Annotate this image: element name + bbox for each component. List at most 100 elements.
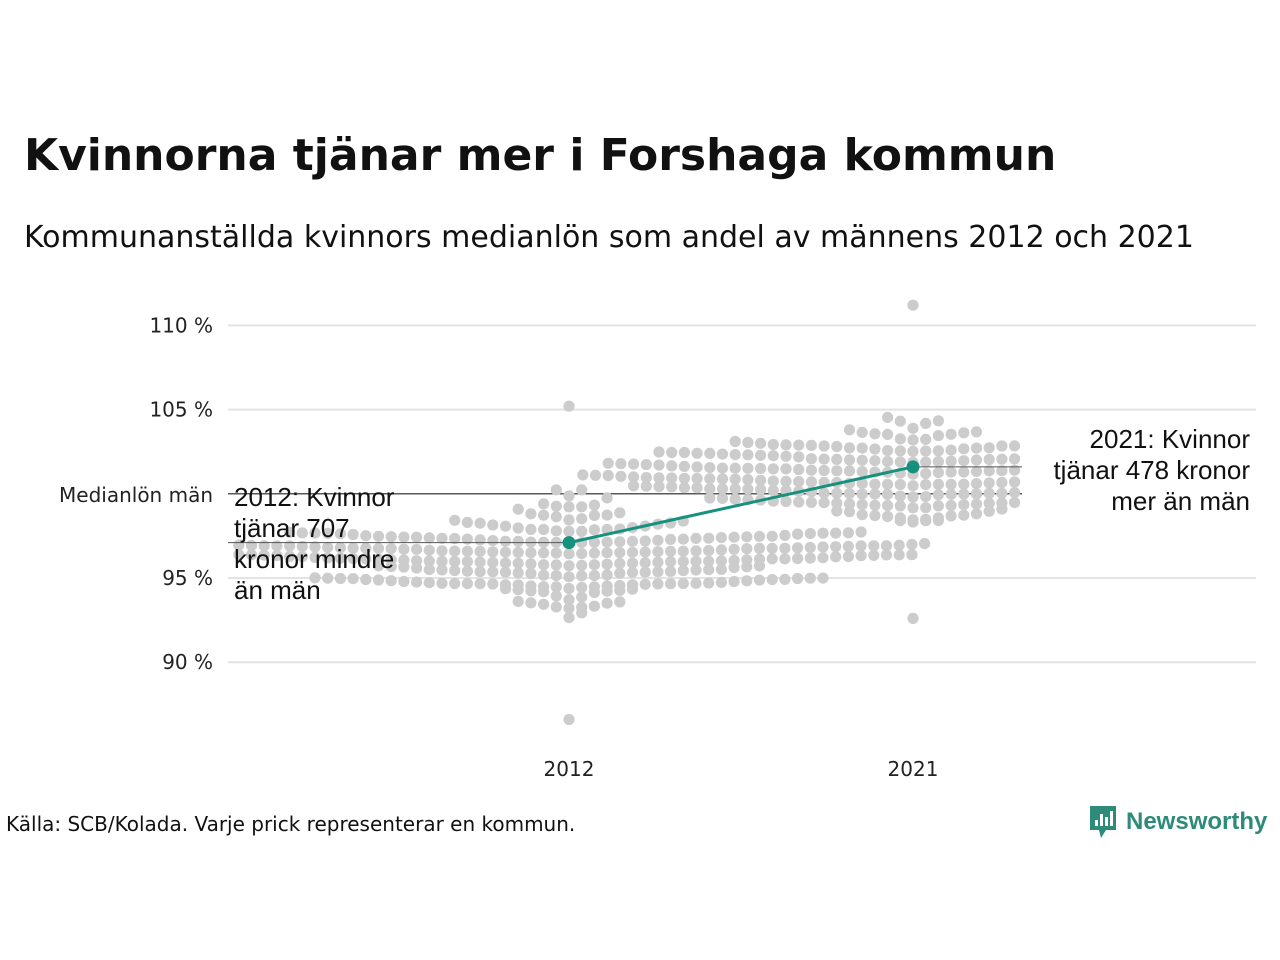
data-point (894, 433, 906, 445)
data-point (512, 584, 524, 596)
data-point (601, 585, 613, 597)
data-point (907, 491, 919, 503)
data-point (958, 455, 970, 467)
highlight-point-2012 (562, 536, 576, 550)
data-point (882, 488, 894, 500)
data-point (601, 569, 613, 581)
data-point (958, 499, 970, 511)
data-point (296, 540, 308, 553)
data-point (589, 469, 602, 481)
data-point (729, 493, 741, 505)
data-point (958, 478, 970, 490)
annotation-2012-line: än män (234, 575, 321, 605)
data-point (920, 479, 932, 491)
data-point (729, 449, 741, 461)
data-point (831, 453, 843, 465)
data-point (830, 527, 842, 539)
data-point (920, 417, 932, 429)
data-point (398, 531, 410, 543)
annotation-2012-line: kronor mindre (234, 544, 394, 574)
data-point (639, 578, 651, 590)
data-point (233, 549, 245, 561)
data-point (550, 570, 562, 582)
annotation-2012: 2012: Kvinnor tjänar 707 kronor mindre än m… (234, 482, 395, 605)
data-point (996, 503, 1008, 515)
data-point (996, 465, 1008, 477)
data-point (284, 526, 296, 538)
data-point (436, 545, 448, 557)
data-point (868, 549, 880, 562)
data-point (423, 564, 435, 576)
data-point (958, 443, 970, 455)
data-point (601, 558, 613, 570)
data-point (869, 509, 881, 522)
data-point (512, 557, 524, 569)
data-point (855, 550, 867, 562)
data-point (461, 565, 473, 577)
data-point (983, 465, 995, 477)
data-point (385, 575, 397, 587)
data-point (842, 550, 855, 563)
data-point (869, 478, 881, 490)
data-point (626, 566, 639, 579)
data-point (958, 509, 970, 521)
data-point (563, 560, 575, 572)
data-point (449, 555, 461, 568)
data-point (271, 550, 283, 562)
chart-title: Kvinnorna tjänar mer i Forshaga kommun (24, 130, 1057, 181)
data-point (602, 469, 614, 482)
data-point (347, 573, 359, 585)
data-point (525, 508, 537, 520)
data-point (550, 601, 562, 613)
data-point (449, 545, 461, 557)
annotation-2021: 2021: Kvinnor tjänar 478 kronor mer än män (1053, 424, 1250, 516)
data-point (628, 458, 640, 470)
data-point (322, 552, 334, 564)
data-point (792, 542, 804, 554)
data-point (779, 542, 791, 554)
data-point (945, 428, 957, 440)
data-point (512, 503, 524, 515)
data-point (677, 577, 689, 590)
data-point (753, 574, 766, 586)
data-point (1009, 476, 1021, 488)
data-point (894, 415, 906, 427)
data-point (677, 565, 689, 577)
data-point (741, 561, 753, 573)
data-point (996, 453, 1008, 465)
data-point (882, 500, 894, 512)
data-point (843, 442, 856, 454)
data-point (856, 426, 868, 438)
data-point (780, 439, 792, 451)
data-point (869, 499, 881, 511)
data-point (665, 556, 677, 568)
data-point (818, 487, 830, 499)
data-point (766, 530, 778, 542)
data-point (906, 549, 918, 561)
data-point (882, 411, 894, 423)
data-point (907, 480, 919, 492)
highlight-line (568, 465, 914, 545)
data-point (767, 475, 779, 487)
data-point (626, 546, 639, 558)
data-point (704, 447, 716, 459)
data-point (894, 456, 906, 468)
data-point (880, 540, 893, 552)
data-point (334, 572, 346, 585)
data-point (588, 586, 601, 599)
data-point (831, 497, 843, 509)
data-point (715, 576, 728, 589)
data-point (652, 566, 664, 578)
data-point (499, 535, 512, 547)
data-point (920, 502, 932, 514)
data-point (678, 472, 691, 484)
data-point (753, 560, 766, 572)
data-point (538, 569, 550, 581)
data-point (996, 476, 1008, 489)
data-point (755, 449, 767, 461)
data-point (576, 581, 588, 594)
data-point (322, 527, 334, 540)
data-point (869, 455, 881, 467)
data-point (512, 535, 524, 548)
data-point (550, 581, 562, 593)
